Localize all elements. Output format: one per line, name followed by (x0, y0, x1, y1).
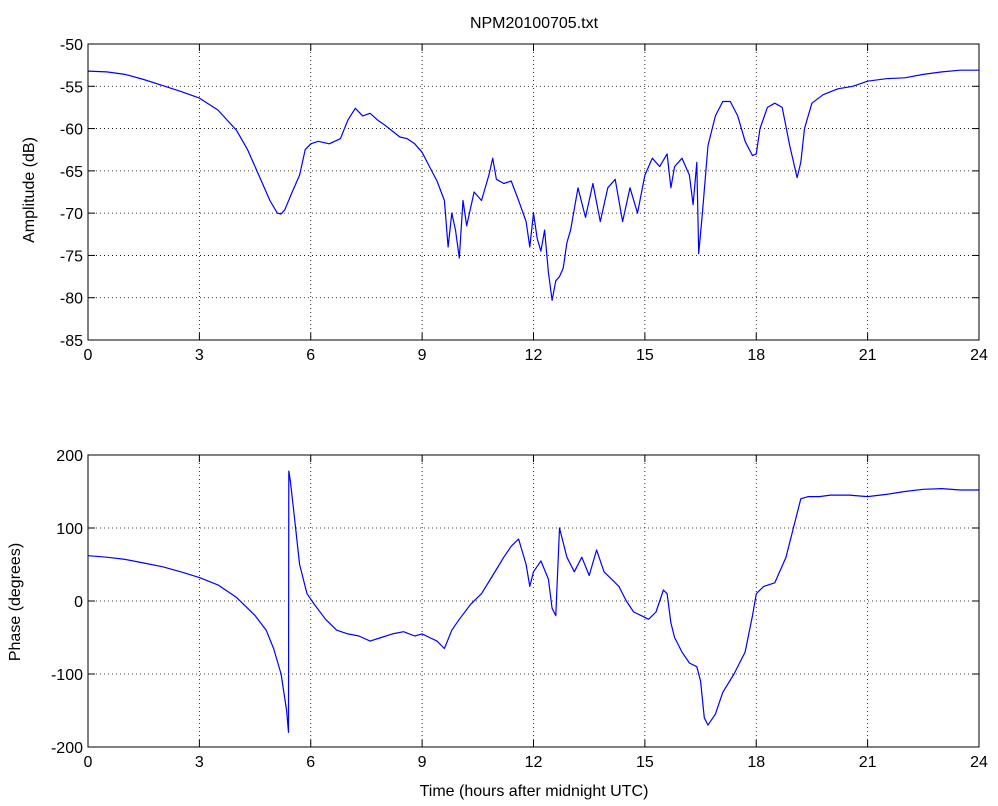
amplitude-panel: Amplitude (dB) 0 3 6 9 12 15 18 21 24 -85 -80 -75 -7… (21, 37, 988, 364)
amplitude-ytick-label: -55 (60, 79, 83, 96)
phase-xtick-label: 9 (418, 754, 427, 771)
phase-xtick-label: 21 (859, 754, 877, 771)
phase-ytick-label: 200 (56, 448, 83, 465)
amplitude-xtick-label: 18 (747, 347, 765, 364)
amplitude-ytick-label: -70 (60, 206, 83, 223)
phase-xtick-label: 15 (636, 754, 654, 771)
phase-xtick-label: 24 (970, 754, 988, 771)
amplitude-ytick-label: -50 (60, 37, 83, 54)
amplitude-ylabel: Amplitude (dB) (21, 137, 38, 243)
phase-axes-border (87, 454, 980, 748)
amplitude-xtick-label: 12 (525, 347, 543, 364)
phase-ytick-label: -200 (51, 740, 83, 757)
amplitude-series-line (87, 69, 979, 301)
amplitude-xtick-label: 24 (970, 347, 988, 364)
phase-ytick-label: -100 (51, 667, 83, 684)
amplitude-xtick-label: 3 (195, 347, 204, 364)
amplitude-ytick-label: -85 (60, 333, 83, 350)
amplitude-xtick-label: 6 (306, 347, 315, 364)
phase-xtick-label: 12 (525, 754, 543, 771)
phase-xlabel: Time (hours after midnight UTC) (420, 783, 649, 800)
phase-xtick-label: 6 (306, 754, 315, 771)
phase-xtick-label: 3 (195, 754, 204, 771)
phase-ytick-label: 100 (56, 521, 83, 538)
amplitude-xtick-label: 0 (84, 347, 93, 364)
phase-panel: Phase (degrees) Time (hours after midnig… (7, 448, 988, 800)
phase-xtick-label: 0 (84, 754, 93, 771)
amplitude-ytick-label: -80 (60, 291, 83, 308)
amplitude-ytick-label: -65 (60, 164, 83, 181)
phase-xtick-label: 18 (747, 754, 765, 771)
amplitude-xtick-label: 15 (636, 347, 654, 364)
amplitude-xtick-label: 21 (859, 347, 877, 364)
phase-ylabel: Phase (degrees) (7, 543, 24, 661)
phase-series-line (87, 470, 979, 734)
amplitude-ytick-label: -75 (60, 248, 83, 265)
figure-title: NPM20100705.txt (470, 15, 599, 32)
amplitude-axes-border (87, 43, 980, 341)
phase-ytick-label: 0 (74, 594, 83, 611)
amplitude-xtick-label: 9 (418, 347, 427, 364)
amplitude-ytick-label: -60 (60, 122, 83, 139)
